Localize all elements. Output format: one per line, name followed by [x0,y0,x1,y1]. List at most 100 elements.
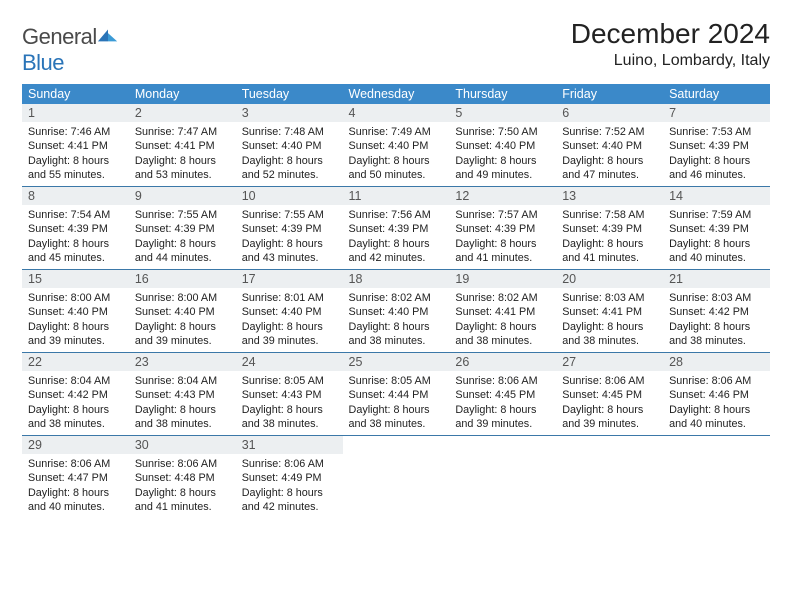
col-header: Thursday [449,84,556,104]
sunrise-label: Sunrise: [242,292,285,304]
sunset-value: 4:39 PM [709,223,749,235]
day-detail: Sunrise: 8:03 AMSunset: 4:41 PMDaylight:… [556,288,663,352]
sunrise-value: 8:05 AM [391,375,431,387]
calendar-cell: .. [343,436,450,519]
daylight-label: Daylight: [455,404,500,416]
sunset-value: 4:39 PM [174,223,214,235]
calendar-cell: 26Sunrise: 8:06 AMSunset: 4:45 PMDayligh… [449,353,556,436]
sunset-value: 4:48 PM [174,472,214,484]
calendar-cell: 20Sunrise: 8:03 AMSunset: 4:41 PMDayligh… [556,270,663,353]
day-number: 27 [556,353,663,371]
sunrise-label: Sunrise: [242,375,285,387]
sunset-value: 4:40 PM [174,306,214,318]
sunset-value: 4:41 PM [174,140,214,152]
calendar-cell: 6Sunrise: 7:52 AMSunset: 4:40 PMDaylight… [556,104,663,187]
daylight-label: Daylight: [28,404,73,416]
sunset-value: 4:47 PM [68,472,108,484]
brand-logo: General Blue [22,18,119,76]
sunrise-value: 8:06 AM [712,375,752,387]
sunrise-label: Sunrise: [242,126,285,138]
sunrise-label: Sunrise: [562,375,605,387]
daylight-label: Daylight: [669,155,714,167]
day-detail: Sunrise: 8:06 AMSunset: 4:45 PMDaylight:… [449,371,556,435]
header-bar: General Blue December 2024 Luino, Lombar… [22,18,770,76]
sunrise-value: 7:56 AM [391,209,431,221]
sunrise-value: 7:48 AM [284,126,324,138]
sunrise-value: 7:54 AM [71,209,111,221]
day-number: 11 [343,187,450,205]
day-number: 22 [22,353,129,371]
day-detail: Sunrise: 7:50 AMSunset: 4:40 PMDaylight:… [449,122,556,186]
day-detail: Sunrise: 8:05 AMSunset: 4:44 PMDaylight:… [343,371,450,435]
day-number: 20 [556,270,663,288]
day-detail: Sunrise: 8:06 AMSunset: 4:45 PMDaylight:… [556,371,663,435]
sunrise-value: 8:06 AM [605,375,645,387]
sunset-label: Sunset: [349,223,389,235]
sunset-value: 4:40 PM [388,306,428,318]
title-block: December 2024 Luino, Lombardy, Italy [571,18,770,70]
sunset-value: 4:40 PM [281,306,321,318]
day-detail: Sunrise: 7:55 AMSunset: 4:39 PMDaylight:… [129,205,236,269]
daylight-label: Daylight: [28,155,73,167]
day-detail: Sunrise: 8:06 AMSunset: 4:48 PMDaylight:… [129,454,236,518]
calendar-cell: 2Sunrise: 7:47 AMSunset: 4:41 PMDaylight… [129,104,236,187]
sunset-label: Sunset: [28,140,68,152]
calendar-cell: 12Sunrise: 7:57 AMSunset: 4:39 PMDayligh… [449,187,556,270]
day-detail: Sunrise: 7:57 AMSunset: 4:39 PMDaylight:… [449,205,556,269]
calendar-cell: 8Sunrise: 7:54 AMSunset: 4:39 PMDaylight… [22,187,129,270]
sunset-label: Sunset: [135,472,175,484]
calendar-cell: .. [556,436,663,519]
sunset-label: Sunset: [135,140,175,152]
sunset-label: Sunset: [669,389,709,401]
day-number: 23 [129,353,236,371]
sunrise-label: Sunrise: [242,458,285,470]
sunset-label: Sunset: [669,306,709,318]
daylight-label: Daylight: [242,404,287,416]
sunrise-label: Sunrise: [349,292,392,304]
sunrise-value: 7:58 AM [605,209,645,221]
calendar-cell: .. [449,436,556,519]
daylight-label: Daylight: [455,238,500,250]
day-number: 30 [129,436,236,454]
day-detail: Sunrise: 8:00 AMSunset: 4:40 PMDaylight:… [129,288,236,352]
sunrise-value: 7:57 AM [498,209,538,221]
day-detail: Sunrise: 8:06 AMSunset: 4:49 PMDaylight:… [236,454,343,518]
sunrise-label: Sunrise: [669,375,712,387]
day-detail: Sunrise: 7:59 AMSunset: 4:39 PMDaylight:… [663,205,770,269]
calendar-cell: 16Sunrise: 8:00 AMSunset: 4:40 PMDayligh… [129,270,236,353]
calendar-cell: 27Sunrise: 8:06 AMSunset: 4:45 PMDayligh… [556,353,663,436]
calendar-cell: 11Sunrise: 7:56 AMSunset: 4:39 PMDayligh… [343,187,450,270]
day-detail: Sunrise: 7:58 AMSunset: 4:39 PMDaylight:… [556,205,663,269]
sunset-label: Sunset: [562,223,602,235]
sunrise-label: Sunrise: [455,209,498,221]
sunset-label: Sunset: [455,389,495,401]
day-detail: Sunrise: 7:54 AMSunset: 4:39 PMDaylight:… [22,205,129,269]
sunset-value: 4:46 PM [709,389,749,401]
sunrise-value: 7:55 AM [284,209,324,221]
daylight-label: Daylight: [242,155,287,167]
page-title: December 2024 [571,18,770,50]
day-number: 19 [449,270,556,288]
sunrise-label: Sunrise: [669,209,712,221]
sunrise-label: Sunrise: [349,209,392,221]
sunset-label: Sunset: [349,140,389,152]
sunrise-value: 7:52 AM [605,126,645,138]
daylight-label: Daylight: [349,404,394,416]
calendar-cell: 9Sunrise: 7:55 AMSunset: 4:39 PMDaylight… [129,187,236,270]
sunrise-value: 8:06 AM [284,458,324,470]
brand-name: General Blue [22,24,119,76]
sunrise-label: Sunrise: [562,209,605,221]
day-number: 7 [663,104,770,122]
sunset-label: Sunset: [28,223,68,235]
sunrise-value: 7:55 AM [177,209,217,221]
sunset-label: Sunset: [242,223,282,235]
sunset-value: 4:40 PM [281,140,321,152]
daylight-label: Daylight: [28,238,73,250]
sunrise-value: 8:06 AM [177,458,217,470]
calendar-cell: 14Sunrise: 7:59 AMSunset: 4:39 PMDayligh… [663,187,770,270]
daylight-label: Daylight: [28,321,73,333]
calendar-table: SundayMondayTuesdayWednesdayThursdayFrid… [22,84,770,518]
sunrise-label: Sunrise: [135,292,178,304]
sunrise-value: 8:02 AM [498,292,538,304]
day-detail: Sunrise: 7:56 AMSunset: 4:39 PMDaylight:… [343,205,450,269]
